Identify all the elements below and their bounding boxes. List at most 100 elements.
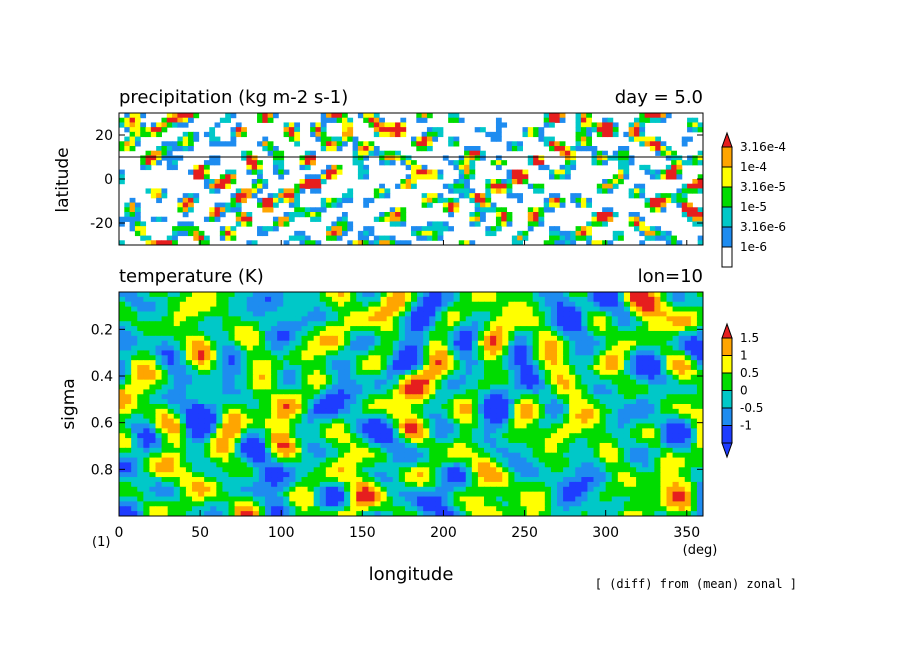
temp-cell [459, 452, 467, 459]
temp-cell [490, 423, 497, 429]
precip-cell [575, 226, 582, 232]
precip-cell [246, 155, 253, 161]
precip-cell [203, 174, 210, 180]
temp-cell [258, 374, 266, 381]
temp-cell [234, 321, 242, 327]
temp-cell [648, 369, 655, 376]
precip-cell [426, 235, 433, 241]
temp-cell [557, 467, 564, 473]
precip-cell [506, 216, 513, 222]
temp-cell [216, 360, 224, 366]
temp-cell [283, 394, 290, 400]
precip-cell [219, 230, 226, 237]
temp-cell [240, 418, 248, 425]
temp-cell [678, 345, 686, 352]
temp-cell [404, 355, 412, 361]
temp-cell [271, 369, 278, 376]
temp-cell [404, 457, 412, 464]
temp-cell [246, 379, 254, 386]
temp-cell [654, 423, 662, 429]
temp-cell [696, 340, 703, 347]
temp-cell [301, 365, 309, 371]
temp-cell [678, 472, 686, 478]
temp-cell [684, 345, 692, 352]
precip-cell [580, 202, 587, 208]
temp-cell [125, 350, 132, 356]
temp-cell [143, 379, 151, 386]
temp-cell [228, 447, 236, 454]
temp-cell [599, 350, 607, 356]
temp-cell [350, 355, 357, 361]
temp-cell [313, 467, 321, 473]
temp-cell [149, 335, 157, 342]
temp-cell [313, 360, 321, 366]
temp-cell [453, 457, 461, 464]
temp-cell [532, 326, 540, 332]
temp-cell [301, 408, 309, 415]
precip-colorbar-label: 1e-6 [740, 240, 767, 254]
precip-cell [193, 230, 200, 237]
temp-cell [477, 292, 485, 298]
temp-cell [240, 428, 248, 434]
temp-cell [593, 447, 601, 454]
precip-cell [426, 197, 433, 204]
temp-cell [581, 408, 589, 415]
temp-cell [526, 438, 534, 444]
precip-cell [389, 207, 396, 213]
temp-cell [648, 438, 655, 444]
temp-cell [471, 379, 479, 386]
temp-cell [344, 452, 351, 459]
temp-cell [550, 384, 558, 390]
temp-cell [672, 326, 680, 332]
precip-cell [177, 230, 184, 237]
temp-cell [435, 399, 443, 405]
temp-cell [557, 433, 564, 439]
temp-cell [459, 467, 467, 473]
temp-cell [240, 374, 248, 381]
temp-cell [362, 330, 370, 337]
temp-cell [678, 296, 686, 303]
temp-cell [496, 408, 503, 415]
precip-cell [554, 169, 561, 175]
temp-cell [660, 462, 668, 468]
temp-cell [575, 296, 582, 303]
temp-cell [374, 389, 382, 395]
precip-cell [262, 202, 269, 208]
temp-cell [362, 345, 370, 352]
temp-cell [161, 384, 169, 390]
temp-cell [435, 394, 443, 400]
temp-cell [654, 442, 662, 449]
temp-cell [544, 472, 552, 478]
temp-cell [271, 374, 278, 381]
precip-cell [203, 131, 210, 138]
temp-cell [557, 423, 564, 429]
temp-cell [368, 355, 376, 361]
temp-cell [222, 404, 230, 410]
temp-cell [429, 311, 436, 317]
temp-cell [429, 330, 436, 337]
temp-cell [319, 360, 327, 366]
temp-cell [313, 326, 321, 332]
temp-cell [185, 442, 193, 449]
temp-cell [581, 350, 589, 356]
precip-cell [230, 136, 237, 142]
temp-cell [423, 350, 430, 356]
precip-cell [533, 127, 539, 133]
precip-cell [612, 131, 619, 138]
temp-cell [660, 321, 668, 327]
temp-cell [642, 321, 649, 327]
temp-cell [161, 301, 169, 308]
precip-cell [145, 240, 152, 245]
precip-cell [458, 188, 465, 194]
precip-cell [241, 193, 247, 199]
temp-cell [636, 428, 643, 434]
temp-cell [368, 330, 376, 337]
temp-cell [277, 316, 284, 322]
temp-cell [672, 330, 680, 337]
temp-cell [252, 345, 260, 352]
temp-cell [252, 442, 260, 449]
precip-cell [341, 117, 348, 123]
temp-cell [338, 408, 345, 415]
temp-cell [258, 306, 266, 313]
temp-cell [331, 447, 339, 454]
